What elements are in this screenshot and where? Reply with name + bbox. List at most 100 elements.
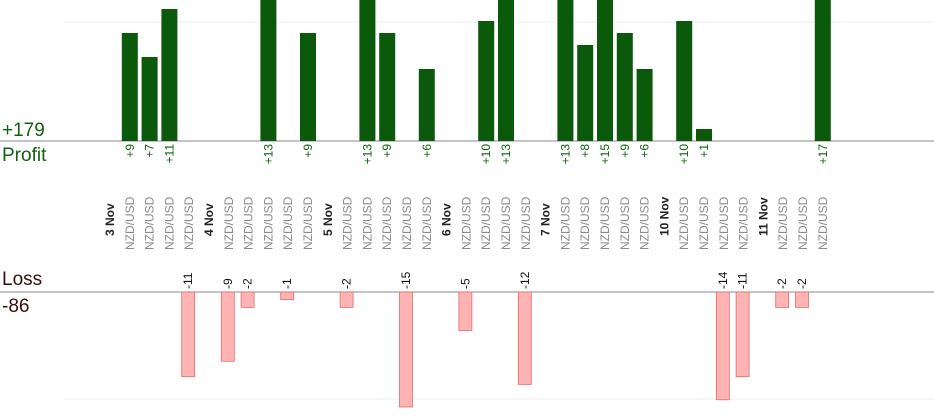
date-label: 10 Nov: [657, 196, 671, 236]
profit-value-label: +9: [123, 144, 137, 158]
profit-bar: [141, 57, 158, 141]
profit-bar: [498, 0, 514, 141]
pair-label: NZD/USD: [816, 196, 830, 250]
profit-value-label: +13: [558, 144, 572, 165]
profit-bar: [696, 129, 712, 141]
pair-label: NZD/USD: [281, 196, 295, 250]
loss-value-label: -2: [775, 278, 789, 289]
pair-label: NZD/USD: [182, 196, 196, 250]
pair-label: NZD/USD: [697, 196, 711, 250]
pair-label: NZD/USD: [360, 196, 374, 250]
loss-value-label: -15: [399, 271, 413, 289]
pair-label: NZD/USD: [123, 196, 137, 250]
date-label: 7 Nov: [539, 203, 553, 236]
pair-label: NZD/USD: [143, 196, 157, 250]
profit-value-label: +7: [143, 144, 157, 158]
pair-label: NZD/USD: [578, 196, 592, 250]
pair-label: NZD/USD: [677, 196, 691, 250]
pair-label: NZD/USD: [261, 196, 275, 250]
loss-bar: [775, 291, 790, 308]
loss-bar: [795, 291, 809, 308]
date-label: 3 Nov: [103, 203, 117, 236]
profit-value-label: +6: [420, 144, 434, 158]
pair-label: NZD/USD: [459, 196, 473, 250]
profit-value-label: +9: [618, 144, 632, 158]
loss-value-label: -11: [736, 272, 750, 289]
pair-label: NZD/USD: [638, 196, 652, 250]
date-label: 4 Nov: [202, 203, 216, 236]
pair-label: NZD/USD: [776, 196, 790, 250]
pair-label: NZD/USD: [796, 196, 810, 250]
date-label: 11 Nov: [756, 197, 770, 236]
profit-value-label: +10: [479, 144, 493, 165]
loss-value-label: -2: [795, 278, 809, 289]
profit-value-label: +9: [301, 144, 315, 158]
pair-label: NZD/USD: [618, 196, 632, 250]
pair-label: NZD/USD: [222, 196, 236, 250]
pair-label: NZD/USD: [242, 196, 256, 250]
loss-value-label: -2: [241, 278, 255, 289]
profit-bar: [359, 0, 376, 141]
loss-bar: [280, 291, 295, 301]
profit-bar: [478, 21, 495, 141]
profit-value-label: +13: [261, 144, 275, 165]
pair-label: NZD/USD: [301, 196, 315, 250]
loss-bar: [240, 291, 255, 308]
loss-bar: [220, 291, 235, 362]
loss-total: -86: [2, 296, 30, 317]
profit-bar: [676, 21, 693, 141]
profit-value-label: +8: [578, 144, 592, 158]
profit-bar: [577, 45, 594, 141]
profit-value-label: +11: [162, 144, 176, 164]
profit-bar: [379, 33, 396, 141]
loss-value-label: -11: [181, 272, 195, 289]
profit-label: Profit: [2, 145, 47, 166]
loss-bar: [517, 291, 532, 385]
profit-bar: [121, 33, 138, 141]
pair-label: NZD/USD: [737, 196, 751, 250]
profit-value-label: +13: [499, 144, 513, 165]
profit-bar: [161, 9, 178, 141]
loss-bar: [181, 291, 196, 378]
pair-label: NZD/USD: [717, 196, 731, 250]
loss-value-label: -2: [340, 278, 354, 289]
pair-label: NZD/USD: [380, 196, 394, 250]
loss-value-label: -1: [280, 278, 294, 289]
profit-value-label: +13: [360, 144, 374, 165]
profit-bar: [636, 69, 653, 141]
profit-value-label: +10: [677, 144, 691, 165]
pair-label: NZD/USD: [598, 196, 612, 250]
profit-bar: [616, 33, 633, 141]
profit-bar: [557, 0, 574, 141]
profit-bar: [300, 33, 316, 141]
loss-label: Loss: [2, 269, 43, 290]
profit-bar: [597, 0, 613, 141]
loss-bar: [715, 291, 730, 401]
pair-label: NZD/USD: [341, 196, 355, 250]
loss-bar: [458, 291, 473, 331]
pair-label: NZD/USD: [162, 196, 176, 250]
date-label: 6 Nov: [440, 203, 454, 236]
profit-value-label: +1: [697, 144, 711, 158]
loss-bar: [399, 291, 413, 408]
pair-label: NZD/USD: [400, 196, 414, 250]
date-label: 5 Nov: [321, 203, 335, 236]
profit-value-label: +6: [638, 144, 652, 158]
profit-bar: [418, 69, 435, 141]
profit-value-label: +15: [598, 144, 612, 165]
profit-bar: [260, 0, 277, 141]
pair-label: NZD/USD: [420, 196, 434, 250]
pair-label: NZD/USD: [479, 196, 493, 250]
pair-label: NZD/USD: [519, 196, 533, 250]
profit-bar: [814, 0, 831, 141]
pair-label: NZD/USD: [558, 196, 572, 250]
pair-label: NZD/USD: [499, 196, 513, 250]
profit-value-label: +9: [380, 144, 394, 158]
loss-bar: [735, 291, 750, 378]
profit-total: +179: [2, 120, 45, 141]
loss-value-label: -5: [458, 278, 472, 289]
loss-bar: [339, 291, 354, 308]
loss-value-label: -12: [518, 271, 532, 289]
loss-value-label: -14: [716, 271, 730, 289]
